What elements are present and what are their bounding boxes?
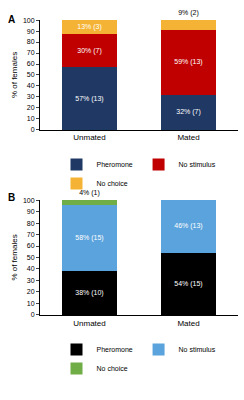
svg-text:40: 40 [27, 265, 35, 272]
svg-text:46% (13): 46% (13) [174, 222, 202, 230]
svg-text:80: 80 [27, 220, 35, 227]
svg-text:70: 70 [27, 231, 35, 238]
svg-text:Mated: Mated [177, 319, 199, 328]
svg-text:No stimulus: No stimulus [179, 346, 216, 353]
svg-text:No stimulus: No stimulus [179, 161, 216, 168]
svg-text:% of females: % of females [10, 234, 19, 280]
svg-text:40: 40 [27, 82, 35, 89]
svg-text:10: 10 [27, 115, 35, 122]
svg-text:4% (1): 4% (1) [79, 189, 100, 197]
svg-text:38% (10): 38% (10) [75, 289, 103, 297]
svg-text:Pheromone: Pheromone [97, 346, 133, 353]
svg-text:60: 60 [27, 242, 35, 249]
svg-text:90: 90 [27, 208, 35, 215]
svg-text:57% (13): 57% (13) [75, 95, 103, 103]
svg-text:90: 90 [27, 28, 35, 35]
svg-text:54% (15): 54% (15) [174, 280, 202, 288]
svg-text:58% (15): 58% (15) [75, 234, 103, 242]
svg-text:60: 60 [27, 60, 35, 67]
svg-text:Mated: Mated [177, 133, 199, 142]
svg-text:0: 0 [31, 311, 35, 318]
svg-text:50: 50 [27, 71, 35, 78]
svg-text:100: 100 [23, 197, 35, 204]
svg-text:No choice: No choice [97, 180, 128, 187]
svg-text:30: 30 [27, 277, 35, 284]
svg-text:59% (13): 59% (13) [174, 58, 202, 66]
svg-text:9% (2): 9% (2) [178, 9, 199, 17]
svg-text:32% (7): 32% (7) [176, 108, 201, 116]
svg-text:20: 20 [27, 288, 35, 295]
svg-text:13% (3): 13% (3) [77, 23, 102, 31]
svg-text:Pheromone: Pheromone [97, 161, 133, 168]
svg-text:% of females: % of females [10, 52, 19, 98]
svg-text:80: 80 [27, 38, 35, 45]
svg-text:No choice: No choice [97, 365, 128, 372]
svg-text:70: 70 [27, 49, 35, 56]
svg-text:10: 10 [27, 300, 35, 307]
svg-text:B: B [8, 192, 15, 203]
svg-text:0: 0 [31, 126, 35, 133]
svg-text:A: A [8, 14, 15, 25]
svg-text:Unmated: Unmated [73, 319, 105, 328]
svg-text:Unmated: Unmated [73, 133, 105, 142]
svg-text:30: 30 [27, 93, 35, 100]
svg-text:50: 50 [27, 254, 35, 261]
svg-text:20: 20 [27, 104, 35, 111]
svg-text:30% (7): 30% (7) [77, 47, 102, 55]
svg-text:100: 100 [23, 17, 35, 24]
